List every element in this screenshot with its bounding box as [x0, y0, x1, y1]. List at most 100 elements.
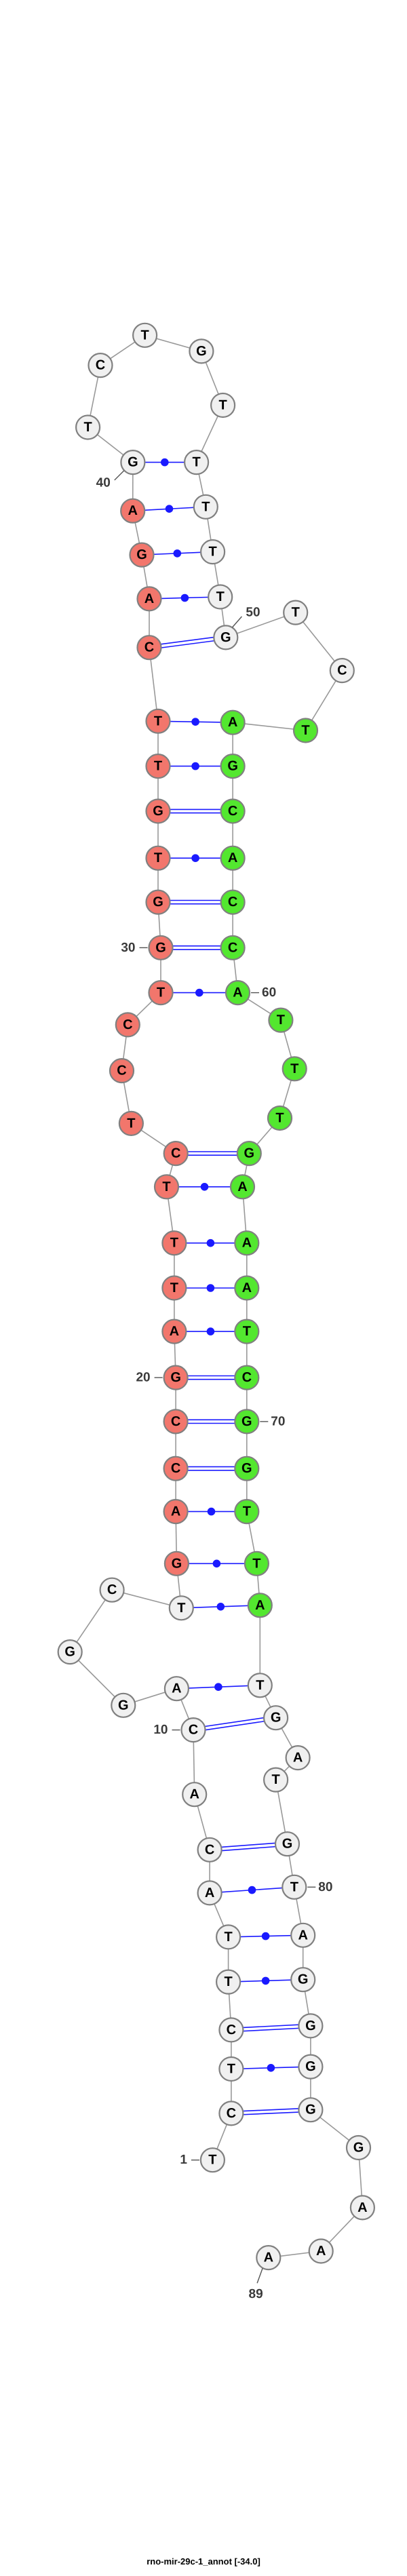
svg-text:A: A — [242, 1236, 252, 1251]
svg-text:G: G — [155, 940, 166, 955]
svg-text:50: 50 — [246, 606, 260, 620]
svg-text:T: T — [201, 499, 210, 514]
svg-text:80: 80 — [318, 1880, 332, 1894]
svg-text:A: A — [228, 715, 237, 730]
svg-text:T: T — [277, 1013, 285, 1028]
svg-text:T: T — [154, 851, 162, 865]
svg-text:C: C — [337, 663, 347, 678]
svg-text:A: A — [242, 1281, 252, 1295]
svg-text:T: T — [154, 759, 162, 774]
svg-text:C: C — [171, 1146, 180, 1161]
svg-text:T: T — [224, 1974, 232, 1989]
svg-text:C: C — [242, 1370, 252, 1385]
svg-text:20: 20 — [136, 1371, 150, 1385]
svg-text:G: G — [305, 2103, 316, 2118]
svg-text:T: T — [216, 589, 225, 604]
svg-text:G: G — [64, 1645, 75, 1660]
svg-text:G: G — [244, 1146, 255, 1161]
svg-text:A: A — [144, 591, 154, 606]
svg-text:G: G — [172, 1556, 182, 1571]
svg-text:C: C — [227, 2023, 236, 2037]
svg-text:A: A — [205, 1886, 214, 1900]
svg-text:A: A — [298, 1928, 307, 1943]
svg-text:A: A — [128, 503, 137, 518]
svg-text:C: C — [96, 358, 105, 373]
svg-text:T: T — [208, 545, 216, 560]
svg-text:G: G — [305, 2018, 316, 2033]
svg-text:C: C — [205, 1842, 214, 1857]
svg-text:T: T — [192, 455, 200, 470]
svg-text:89: 89 — [249, 2287, 263, 2301]
svg-text:A: A — [228, 851, 237, 865]
svg-text:T: T — [275, 1111, 284, 1126]
svg-text:A: A — [264, 2250, 273, 2265]
svg-text:C: C — [144, 640, 154, 655]
svg-text:G: G — [298, 1972, 309, 1987]
svg-text:G: G — [153, 804, 163, 819]
svg-text:A: A — [237, 1179, 247, 1194]
svg-text:T: T — [83, 420, 92, 435]
svg-text:A: A — [233, 985, 242, 1000]
svg-text:T: T — [243, 1504, 251, 1519]
svg-text:10: 10 — [153, 1723, 168, 1737]
svg-text:T: T — [290, 1879, 298, 1894]
svg-text:A: A — [255, 1598, 265, 1613]
svg-text:C: C — [171, 1461, 180, 1476]
svg-text:G: G — [136, 547, 147, 562]
svg-text:G: G — [241, 1414, 252, 1429]
svg-text:T: T — [170, 1281, 178, 1295]
svg-text:T: T — [301, 723, 309, 738]
svg-text:T: T — [154, 714, 162, 728]
svg-text:A: A — [293, 1751, 303, 1765]
svg-text:30: 30 — [121, 941, 135, 955]
svg-text:G: G — [128, 455, 138, 470]
svg-text:A: A — [316, 2244, 326, 2259]
svg-text:1: 1 — [180, 2153, 187, 2167]
svg-text:A: A — [170, 1324, 179, 1339]
svg-text:T: T — [140, 328, 149, 343]
svg-text:T: T — [256, 1678, 264, 1693]
svg-text:T: T — [218, 398, 227, 413]
svg-text:C: C — [171, 1414, 180, 1429]
svg-text:C: C — [107, 1582, 117, 1597]
svg-text:T: T — [208, 2153, 216, 2168]
svg-text:A: A — [357, 2200, 367, 2215]
svg-text:A: A — [172, 1681, 181, 1696]
svg-text:C: C — [228, 940, 237, 955]
svg-text:C: C — [123, 1017, 132, 1032]
svg-text:rno-mir-29c-1_annot [-34.0]: rno-mir-29c-1_annot [-34.0] — [147, 2556, 260, 2567]
svg-text:70: 70 — [271, 1414, 285, 1428]
svg-text:T: T — [243, 1324, 251, 1339]
svg-text:G: G — [305, 2059, 316, 2074]
svg-text:T: T — [271, 1772, 279, 1787]
svg-text:C: C — [189, 1723, 198, 1738]
svg-text:T: T — [290, 1061, 298, 1076]
svg-text:C: C — [228, 895, 237, 910]
svg-text:G: G — [153, 895, 163, 910]
svg-text:T: T — [127, 1116, 135, 1131]
svg-text:C: C — [227, 2106, 236, 2121]
svg-text:G: G — [196, 344, 207, 359]
svg-text:G: G — [220, 630, 231, 645]
svg-text:G: G — [118, 1698, 129, 1713]
svg-text:C: C — [228, 804, 237, 819]
svg-text:G: G — [241, 1461, 252, 1476]
svg-text:T: T — [157, 985, 165, 1000]
svg-text:G: G — [170, 1370, 181, 1385]
svg-text:G: G — [271, 1711, 282, 1725]
svg-text:T: T — [224, 1930, 232, 1945]
svg-text:A: A — [171, 1504, 180, 1519]
svg-text:40: 40 — [96, 475, 111, 490]
svg-text:T: T — [292, 605, 300, 620]
svg-text:G: G — [353, 2141, 364, 2155]
svg-text:C: C — [117, 1063, 126, 1078]
svg-text:T: T — [177, 1601, 185, 1616]
svg-text:T: T — [227, 2062, 235, 2077]
svg-text:T: T — [252, 1556, 260, 1571]
svg-text:T: T — [170, 1236, 178, 1251]
svg-text:G: G — [282, 1837, 293, 1852]
svg-text:T: T — [162, 1179, 170, 1194]
svg-text:G: G — [227, 759, 238, 774]
svg-text:A: A — [189, 1787, 199, 1802]
svg-text:60: 60 — [262, 985, 276, 1000]
